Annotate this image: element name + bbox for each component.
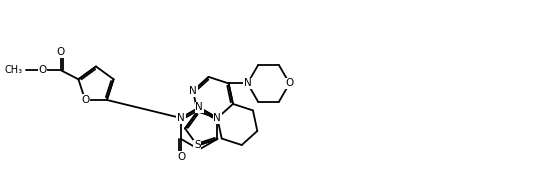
Text: O: O bbox=[38, 65, 47, 75]
Text: O: O bbox=[177, 152, 185, 162]
Text: O: O bbox=[57, 47, 65, 57]
Text: O: O bbox=[81, 95, 89, 105]
Text: N: N bbox=[189, 86, 197, 96]
Text: N: N bbox=[244, 78, 252, 88]
Text: CH₃: CH₃ bbox=[4, 65, 22, 75]
Text: S: S bbox=[194, 140, 201, 151]
Text: N: N bbox=[213, 113, 221, 123]
Text: N: N bbox=[196, 102, 203, 113]
Text: O: O bbox=[285, 78, 294, 88]
Text: N: N bbox=[177, 113, 185, 123]
